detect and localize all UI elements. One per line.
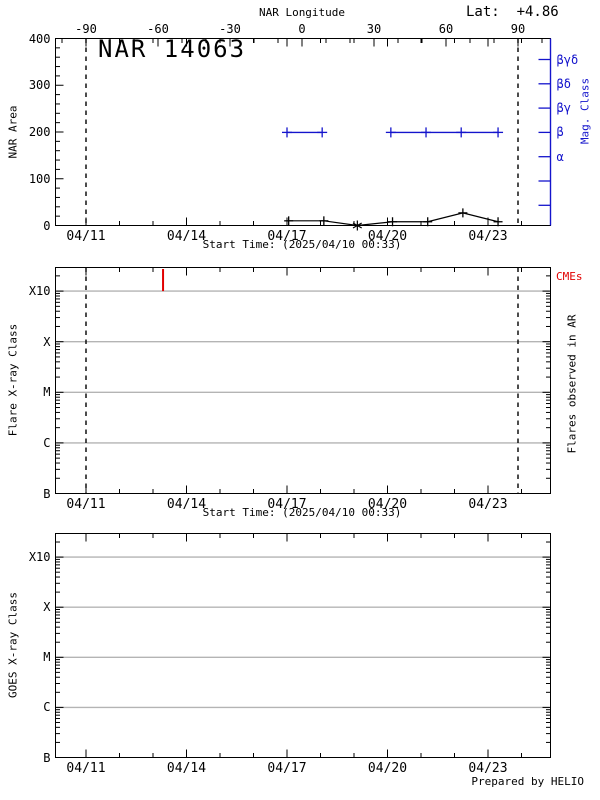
panel2-frame	[55, 267, 551, 494]
longitude-tick-label: 60	[438, 22, 454, 36]
flares-observed-label: Flares observed in AR	[565, 314, 579, 454]
class-tick-label: C	[43, 435, 51, 450]
top-axis-title: NAR Longitude	[258, 6, 346, 19]
date-tick-label: 04/17	[267, 496, 307, 512]
panel1-title: NAR 14063	[98, 35, 247, 63]
class-tick-label: C	[43, 700, 51, 715]
mag-class-axis-label: Mag. Class	[578, 77, 592, 145]
class-tick-label: M	[43, 650, 51, 665]
date-tick-label: 04/20	[367, 229, 408, 244]
prepared-by-credit: Prepared by HELIO	[471, 775, 584, 788]
class-tick-label: M	[43, 385, 51, 400]
y-tick-label: 200	[28, 125, 51, 139]
longitude-tick-label: -30	[219, 22, 241, 36]
panel2-start-time-label: Start Time: (2025/04/10 00:33)	[202, 506, 402, 519]
class-tick-label: X	[43, 334, 51, 349]
date-tick-label: 04/23	[468, 760, 508, 776]
longitude-tick-label: 90	[510, 22, 526, 36]
mag-class-tick-label: βγ	[556, 101, 571, 116]
date-tick-label: 04/20	[367, 496, 408, 512]
panel1-start-time-label: Start Time: (2025/04/10 00:33)	[202, 238, 402, 251]
y-tick-label: 300	[28, 78, 51, 93]
class-tick-label: B	[43, 486, 51, 501]
panel2-y-axis-label: Flare X-ray Class	[6, 323, 20, 437]
mag-class-tick-label: βγδ	[556, 52, 579, 67]
y-tick-label: 400	[28, 31, 51, 46]
date-tick-label: 04/11	[66, 760, 106, 776]
class-tick-label: X	[43, 600, 51, 615]
mag-class-tick-label: β	[556, 125, 564, 140]
panel3-frame	[55, 533, 551, 758]
date-tick-label: 04/14	[166, 496, 207, 512]
date-tick-label: 04/17	[267, 760, 307, 776]
nar-area-star-marker	[352, 222, 362, 229]
date-tick-label: 04/14	[166, 229, 207, 244]
date-tick-label: 04/11	[66, 496, 106, 512]
date-tick-label: 04/17	[267, 229, 307, 244]
y-tick-label: 100	[28, 171, 51, 186]
y-tick-label: 0	[43, 218, 51, 233]
class-tick-label: B	[43, 750, 51, 765]
date-tick-label: 04/14	[166, 760, 207, 776]
mag-class-tick-label: α	[556, 149, 564, 164]
longitude-tick-label: -90	[75, 22, 97, 36]
mag-class-tick-label: βδ	[556, 76, 571, 91]
cmes-label: CMEs	[556, 270, 583, 283]
date-tick-label: 04/11	[66, 229, 106, 244]
date-tick-label: 04/23	[468, 496, 508, 512]
date-tick-label: 04/20	[367, 760, 408, 776]
class-tick-label: X10	[28, 284, 51, 299]
longitude-tick-label: 30	[366, 22, 382, 36]
panel3-y-axis-label: GOES X-ray Class	[6, 592, 20, 698]
longitude-tick-label: -60	[147, 22, 169, 36]
date-tick-label: 04/23	[468, 229, 508, 244]
latitude-value: Lat: +4.86	[466, 4, 559, 20]
class-tick-label: X10	[28, 550, 51, 565]
panel1-y-axis-label: NAR Area	[6, 105, 20, 159]
longitude-tick-label: 0	[298, 22, 306, 36]
